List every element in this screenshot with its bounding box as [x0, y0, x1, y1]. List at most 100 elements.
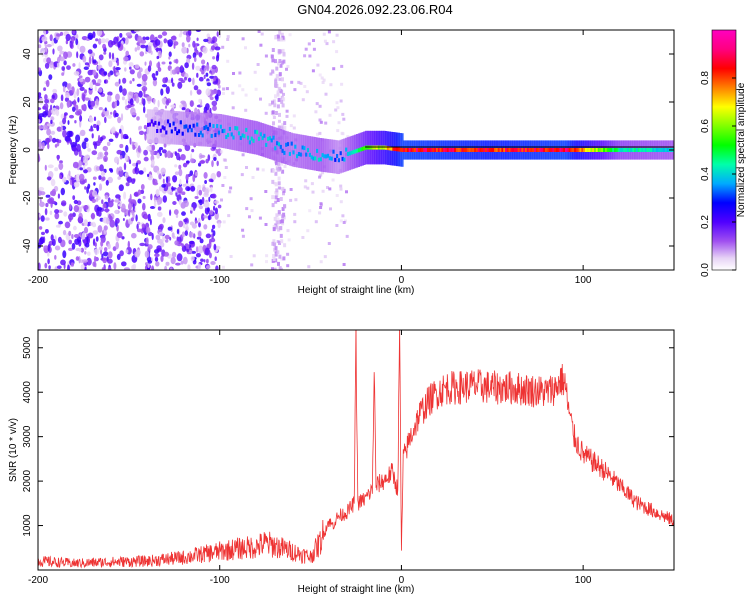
spectrogram-noise-cell	[39, 236, 45, 245]
spectrogram-noise-cell	[163, 38, 168, 44]
spectrogram-noise-cell	[117, 205, 120, 210]
spectrogram-noise-cell	[275, 213, 279, 218]
spectrogram-noise-cell	[66, 83, 71, 89]
spectrogram-noise-cell	[94, 242, 97, 248]
spectrogram-noise-cell	[283, 204, 287, 209]
spectrogram-noise-cell	[108, 60, 113, 68]
spectrogram-ridge-cell	[592, 148, 595, 152]
spectrogram-ridge-halo	[208, 113, 211, 147]
spectrogram-noise-cell	[149, 34, 155, 42]
spectrogram-noise-cell	[175, 262, 181, 266]
spectrogram-noise-cell	[281, 186, 285, 191]
spectrogram-ridge-halo	[337, 140, 340, 174]
spectrogram-noise-cell	[144, 133, 147, 141]
spectrogram-noise-cell	[199, 238, 204, 244]
spectrogram-noise-cell	[116, 61, 120, 66]
spectrogram-noise-cell	[81, 141, 88, 150]
spectrogram-noise-cell	[274, 111, 278, 115]
spectrogram-noise-cell	[271, 195, 275, 200]
spectrogram-noise-cell	[278, 254, 282, 259]
spectrogram-noise-cell	[67, 120, 70, 125]
spectrogram-noise-cell	[130, 217, 134, 222]
spectrogram-ridge-cell	[336, 154, 339, 158]
spectrogram-noise-cell	[147, 244, 153, 250]
spectrogram-noise-cell	[318, 73, 322, 77]
spectrogram-noise-cell	[339, 187, 343, 191]
spectrogram-noise-cell	[103, 51, 107, 55]
spectrogram-ridge-cell	[236, 126, 239, 131]
spectrogram-noise-cell	[162, 195, 167, 203]
spectrogram-noise-cell	[282, 256, 286, 261]
spectrogram-noise-cell	[276, 250, 280, 255]
spectrogram-noise-cell	[154, 256, 159, 262]
spectrogram-ridge-cell	[579, 148, 582, 152]
spectrogram-ridge-cell	[461, 148, 464, 152]
spectrogram-noise-cell	[280, 219, 284, 224]
spectrogram-noise-cell	[171, 232, 175, 239]
spectrogram-ridge-cell	[557, 148, 560, 152]
spectrogram-noise-cell	[254, 87, 258, 91]
spectrogram-noise-cell	[283, 121, 287, 126]
spectrogram-noise-cell	[312, 47, 316, 51]
spectrogram-noise-cell	[258, 216, 262, 220]
spectrogram-noise-cell	[79, 86, 85, 91]
spectrogram-noise-cell	[78, 160, 82, 166]
spectrogram-noise-cell	[281, 103, 285, 108]
spectrogram-noise-cell	[276, 92, 280, 97]
spectrogram-ridge-cell	[230, 132, 233, 137]
spectrogram-noise-cell	[132, 144, 136, 150]
spectrogram-noise-cell	[335, 33, 339, 37]
spectrogram-noise-cell	[107, 40, 114, 48]
spectrogram-ridge-cell	[604, 148, 608, 152]
spectrogram-ridge-halo	[306, 135, 310, 170]
spectrogram-noise-cell	[104, 116, 107, 124]
spectrogram-noise-cell	[57, 139, 62, 144]
spectrogram-ridge-cell	[495, 148, 499, 152]
spectrogram-ridge-cell	[201, 133, 204, 138]
colorbar: 0.0 0.2 0.4 0.6 0.8 Normalized spectral ampl…	[700, 29, 747, 277]
spectrogram-ridge-cell	[372, 145, 375, 150]
spectrogram-noise-cell	[204, 201, 210, 209]
spectrogram-ridge-cell	[603, 148, 606, 152]
spectrogram-noise-cell	[39, 201, 45, 208]
spectrogram-noise-cell	[226, 59, 230, 63]
spectrogram-noise-cell	[125, 249, 129, 254]
spectrogram-noise-cell	[108, 214, 111, 219]
spectrogram-noise-cell	[301, 236, 305, 239]
spectrogram-noise-cell	[95, 197, 99, 202]
spectrogram-noise-cell	[170, 68, 173, 76]
spectrogram-ridge-cell	[334, 157, 337, 162]
spectrogram-noise-cell	[274, 195, 278, 200]
spectrogram-noise-cell	[170, 35, 177, 41]
spectrogram-ridge-halo	[165, 110, 168, 144]
spectrogram-noise-cell	[94, 85, 97, 92]
spectrogram-ridge-halo	[294, 133, 297, 168]
spectrogram-noise-cell	[215, 54, 220, 62]
spectrogram-noise-cell	[175, 66, 181, 75]
spectrogram-noise-cell	[124, 37, 129, 45]
spectrogram-noise-cell	[158, 173, 162, 180]
spectrogram-ridge-halo	[172, 110, 175, 145]
spectrogram-noise-cell	[38, 97, 44, 105]
colorbar-tick-label: 0.2	[700, 215, 711, 229]
spectrogram-noise-cell	[165, 105, 167, 109]
spectrogram-noise-cell	[229, 255, 233, 258]
spectrogram-noise-cell	[68, 247, 73, 251]
spectrogram-noise-cell	[122, 88, 127, 96]
spectrogram-ridge-cell	[479, 148, 482, 152]
spectrogram-noise-cell	[224, 166, 228, 169]
spectrogram-ridge-cell	[472, 148, 475, 152]
spectrogram-ridge-halo	[216, 113, 219, 148]
spectrogram-noise-cell	[145, 36, 150, 41]
spectrogram-noise-cell	[47, 143, 50, 150]
spectrogram-noise-cell	[54, 212, 60, 220]
spectrogram-noise-cell	[162, 235, 165, 243]
spectrogram-noise-cell	[160, 167, 166, 175]
spectrogram-noise-cell	[126, 104, 132, 109]
spectrogram-ridge-cell	[176, 131, 179, 136]
spectrogram-noise-cell	[272, 257, 276, 261]
spectrogram-ridge-halo	[194, 112, 197, 146]
spectrogram-noise-cell	[129, 98, 134, 106]
spectrogram-noise-cell	[278, 241, 281, 245]
spectrogram-ridge-cell	[301, 145, 304, 150]
